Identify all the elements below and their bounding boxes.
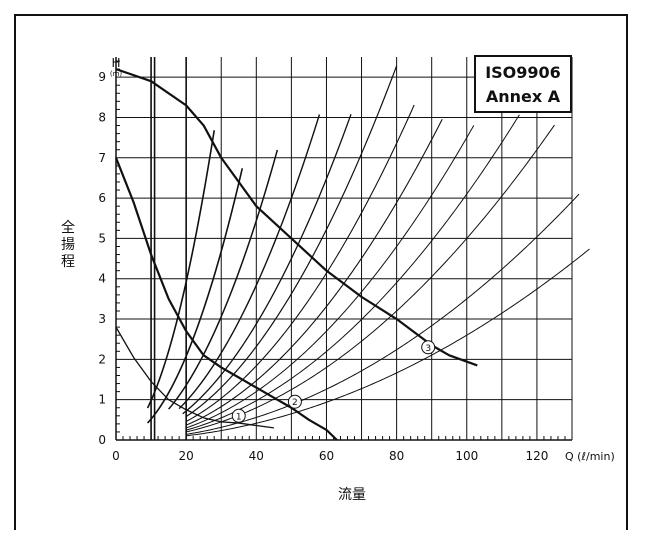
system-curve — [185, 104, 415, 422]
iso-badge — [474, 55, 572, 113]
system-curve — [182, 114, 352, 415]
system-curve — [146, 168, 244, 424]
system-curve — [186, 248, 590, 437]
system-curve — [186, 114, 520, 431]
system-curves — [146, 65, 590, 437]
y-tick-label: 1 — [98, 393, 106, 407]
x-tick-label: 0 — [112, 449, 120, 463]
system-curve — [185, 65, 398, 418]
y-axis-label: 全揚程 — [61, 219, 75, 270]
y-unit-sub-label: (m) — [110, 70, 123, 78]
y-tick-label: 9 — [98, 70, 106, 84]
y-tick-label: 5 — [98, 231, 106, 245]
x-axis-label: 流量 — [338, 487, 366, 503]
y-tick-label: 6 — [98, 191, 106, 205]
curve-label: 3 — [425, 344, 431, 354]
curve-label-circle — [231, 408, 246, 423]
system-curve — [185, 118, 443, 426]
y-tick-label: 2 — [98, 352, 106, 366]
pump-curve — [114, 157, 338, 441]
grid — [116, 57, 573, 440]
chart-frame — [14, 14, 628, 530]
x-tick-label: 60 — [319, 449, 334, 463]
x-unit-label: Q (ℓ/min) — [565, 450, 615, 463]
x-tick-label: 80 — [389, 449, 404, 463]
x-tick-label: 100 — [455, 449, 478, 463]
curve-labels: 1 2 3 — [231, 340, 436, 423]
y-axis-label-char: 揚 — [61, 236, 75, 253]
axes: 0 20 40 60 80 100 120 0 1 2 3 4 5 6 7 8 9 — [98, 57, 572, 463]
y-unit-label: H — [111, 56, 120, 70]
pump-curve — [115, 68, 478, 367]
y-axis-label-char: 程 — [61, 254, 75, 270]
system-curve — [178, 114, 321, 410]
system-curve — [186, 124, 555, 433]
curve-label-circle — [421, 340, 436, 355]
y-tick-label: 3 — [98, 312, 106, 326]
y-tick-label: 0 — [98, 433, 106, 447]
pump-curves — [114, 68, 478, 441]
curve-label: 2 — [292, 398, 298, 408]
x-tick-label: 40 — [249, 449, 264, 463]
system-curve — [185, 125, 475, 429]
iso-badge-line1: ISO9906 — [485, 63, 561, 82]
curve-label: 1 — [236, 412, 242, 422]
y-tick-label: 4 — [98, 272, 106, 286]
system-curve — [168, 149, 279, 410]
x-tick-label: 20 — [179, 449, 194, 463]
pump-curve — [115, 326, 274, 429]
iso-badge-line2: Annex A — [486, 87, 561, 106]
system-curve — [146, 130, 216, 409]
system-curve — [186, 193, 580, 435]
curve-label-circle — [287, 394, 302, 409]
y-tick-label: 8 — [98, 110, 106, 124]
y-axis-label-char: 全 — [61, 219, 75, 236]
x-tick-label: 120 — [525, 449, 548, 463]
y-tick-label: 7 — [98, 151, 106, 165]
